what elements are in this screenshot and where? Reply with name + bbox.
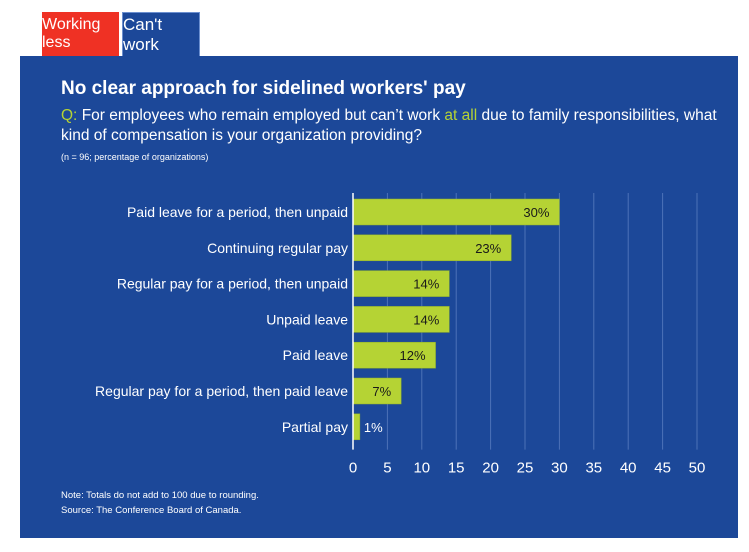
data-label: 7%	[372, 384, 391, 399]
data-label: 14%	[413, 312, 439, 327]
footnotes: Note: Totals do not add to 100 due to ro…	[61, 488, 259, 518]
bar	[352, 270, 450, 297]
chart-title: No clear approach for sidelined workers'…	[61, 78, 466, 99]
bar	[352, 234, 512, 262]
question-part1: For employees who remain employed but ca…	[81, 107, 441, 124]
question-prefix: Q:	[61, 107, 78, 124]
data-label: 23%	[475, 241, 501, 256]
source: Source: The Conference Board of Canada.	[61, 505, 242, 516]
data-label: 1%	[364, 420, 383, 435]
category-label: Continuing regular pay	[207, 240, 348, 256]
x-tick-label: 30	[551, 460, 568, 477]
x-tick-label: 0	[349, 460, 357, 477]
tab-cant-work[interactable]: Can't work	[122, 12, 200, 56]
category-label: Regular pay for a period, then paid leav…	[95, 383, 348, 399]
question-part2: due to family responsibilities, what kin…	[61, 107, 717, 144]
x-tick-label: 40	[620, 460, 637, 477]
bar	[352, 377, 402, 405]
question-highlight: at all	[444, 107, 478, 124]
bar	[352, 198, 560, 226]
category-label: Paid leave	[283, 347, 349, 363]
data-label: 14%	[413, 277, 439, 292]
data-label: 12%	[400, 348, 426, 363]
x-tick-label: 5	[383, 460, 391, 477]
sample-note: (n = 96; percentage of organizations)	[61, 152, 209, 162]
x-tick-label: 10	[413, 460, 430, 477]
note: Note: Totals do not add to 100 due to ro…	[61, 490, 259, 501]
bar-chart: 0 5 10 15 20 25 30 35 40 45 50 Paid leave for a per…	[95, 193, 706, 477]
bar	[352, 413, 361, 441]
x-tick-label: 50	[689, 460, 706, 477]
category-label: Partial pay	[282, 419, 348, 435]
x-tick-label: 20	[482, 460, 499, 477]
x-tick-label: 45	[654, 460, 671, 477]
x-tick-label: 15	[448, 460, 465, 477]
data-label: 30%	[523, 205, 549, 220]
chart-panel: No clear approach for sidelined workers'…	[20, 56, 738, 538]
x-tick-label: 25	[517, 460, 534, 477]
category-label: Regular pay for a period, then unpaid	[117, 276, 348, 292]
question: Q: For employees who remain employed but…	[61, 106, 721, 146]
category-label: Paid leave for a period, then unpaid	[127, 204, 348, 220]
category-label: Unpaid leave	[266, 311, 348, 327]
x-tick-label: 35	[585, 460, 602, 477]
tab-working-less[interactable]: Working less	[42, 12, 119, 56]
